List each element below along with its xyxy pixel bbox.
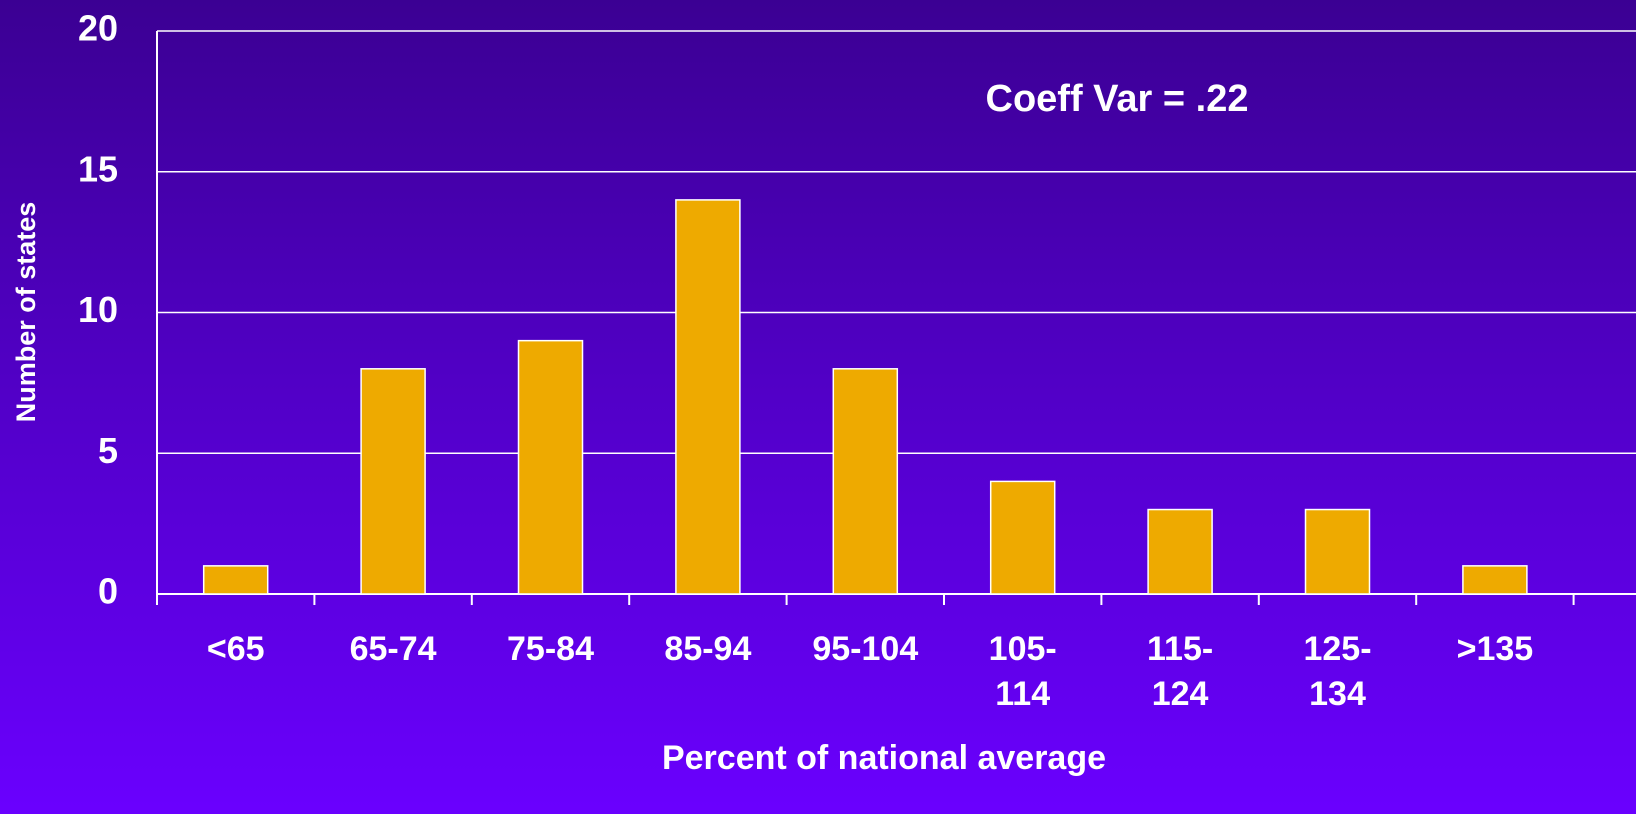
- bar: [675, 199, 741, 595]
- bar: [1147, 508, 1213, 595]
- x-tick-label: 115- 124: [1147, 630, 1214, 713]
- bar: [1462, 565, 1528, 595]
- annotation: Coeff Var = .22: [986, 78, 1249, 120]
- y-axis-title: Number of states: [11, 202, 41, 423]
- x-tick-label: 95-104: [812, 630, 919, 668]
- bar: [360, 368, 426, 595]
- bar: [989, 480, 1056, 595]
- bar: [832, 368, 899, 595]
- bar: [517, 339, 584, 595]
- y-tick-label: 15: [78, 148, 118, 189]
- x-tick-label: 125- 134: [1303, 630, 1372, 713]
- x-tick-label: 65-74: [349, 630, 437, 668]
- x-tick-label: 75-84: [507, 630, 594, 668]
- y-tick-label: 20: [78, 8, 118, 49]
- x-axis-title: Percent of national average: [662, 739, 1106, 777]
- y-tick-label: 5: [98, 430, 118, 471]
- bar: [202, 565, 269, 595]
- x-tick-label: 105- 114: [988, 630, 1057, 713]
- bar: [1304, 508, 1371, 595]
- y-tick-label: 0: [98, 571, 118, 612]
- y-tick-label: 10: [78, 289, 118, 330]
- x-tick-label: <65: [206, 630, 265, 668]
- x-tick-label: 85-94: [664, 630, 752, 668]
- x-tick-label: >135: [1456, 630, 1534, 668]
